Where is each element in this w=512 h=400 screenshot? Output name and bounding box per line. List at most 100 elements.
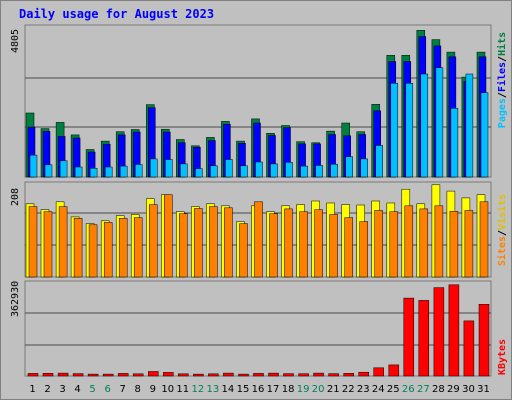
bar-pages-20 xyxy=(315,165,323,178)
legend-hits-item-0: Pages xyxy=(497,98,508,128)
bar-sites-12 xyxy=(194,208,203,278)
bar-kbytes-28 xyxy=(433,287,445,377)
legend-visits-item-2: Visits xyxy=(496,194,508,230)
bar-kbytes-27 xyxy=(418,300,430,377)
bar-sites-27 xyxy=(419,208,429,278)
bar-sites-23 xyxy=(359,221,368,278)
bar-pages-17 xyxy=(270,163,278,178)
x-tick-label-31: 31 xyxy=(477,384,490,395)
bar-sites-28 xyxy=(434,205,444,278)
bar-pages-10 xyxy=(165,159,173,178)
bar-kbytes-10 xyxy=(163,372,174,377)
bar-kbytes-3 xyxy=(57,372,69,377)
bar-kbytes-26 xyxy=(403,297,415,377)
legend-hits-item-2: Files xyxy=(496,62,508,92)
legend-hits-item-3: / xyxy=(497,56,508,62)
bar-pages-5 xyxy=(89,168,98,178)
x-tick-label-16: 16 xyxy=(252,384,265,395)
bar-pages-15 xyxy=(240,165,248,178)
bar-sites-19 xyxy=(299,211,308,278)
x-tick-label-18: 18 xyxy=(282,384,295,395)
bar-kbytes-19 xyxy=(298,373,309,377)
bar-kbytes-24 xyxy=(373,367,384,377)
bar-kbytes-6 xyxy=(102,373,114,377)
bar-kbytes-13 xyxy=(208,373,219,377)
bar-kbytes-25 xyxy=(388,364,400,377)
bar-sites-22 xyxy=(344,217,353,278)
bar-sites-30 xyxy=(464,210,474,278)
x-tick-label-2: 2 xyxy=(44,384,50,395)
y-max-label-visits: 208 xyxy=(10,188,21,206)
bar-pages-12 xyxy=(195,168,203,178)
bar-kbytes-29 xyxy=(448,284,460,377)
bar-pages-18 xyxy=(285,162,293,178)
legend-visits-item-0: Sites xyxy=(496,236,508,266)
bar-pages-2 xyxy=(44,164,53,178)
bar-sites-4 xyxy=(73,218,83,278)
bar-sites-7 xyxy=(118,218,128,278)
bar-pages-30 xyxy=(465,73,474,178)
bar-sites-1 xyxy=(28,206,38,278)
y-max-label-hits: 4805 xyxy=(10,29,21,53)
bar-sites-8 xyxy=(133,217,143,278)
y-max-label-kbytes: 362930 xyxy=(10,281,21,317)
x-tick-label-8: 8 xyxy=(135,384,141,395)
bar-kbytes-4 xyxy=(72,373,84,377)
legend-hits-item-1: / xyxy=(497,92,508,98)
x-tick-label-15: 15 xyxy=(237,384,250,395)
bar-pages-27 xyxy=(420,73,429,178)
legend-visits: Sites/Visits xyxy=(496,194,508,266)
x-tick-label-19: 19 xyxy=(297,384,310,395)
x-tick-label-6: 6 xyxy=(105,384,111,395)
bar-pages-26 xyxy=(405,83,414,178)
bar-pages-13 xyxy=(210,165,218,178)
x-tick-label-27: 27 xyxy=(417,384,430,395)
bar-kbytes-5 xyxy=(87,373,99,377)
bar-pages-29 xyxy=(450,108,459,178)
x-tick-label-28: 28 xyxy=(432,384,445,395)
bar-sites-15 xyxy=(239,223,248,278)
bar-sites-9 xyxy=(149,204,158,278)
bar-kbytes-21 xyxy=(328,373,339,377)
bar-pages-7 xyxy=(119,165,128,178)
bar-pages-23 xyxy=(360,158,368,178)
bar-pages-4 xyxy=(74,166,83,178)
x-tick-label-21: 21 xyxy=(327,384,340,395)
bar-pages-8 xyxy=(134,164,143,178)
bar-pages-11 xyxy=(180,163,188,178)
x-tick-label-11: 11 xyxy=(176,384,189,395)
x-tick-label-5: 5 xyxy=(89,384,95,395)
bar-sites-6 xyxy=(103,222,113,278)
bar-pages-28 xyxy=(435,67,444,178)
bar-pages-1 xyxy=(29,154,38,178)
x-tick-label-24: 24 xyxy=(372,384,385,395)
bar-sites-11 xyxy=(179,213,188,278)
bar-sites-2 xyxy=(43,211,53,278)
legend-kbytes-item-0: KBytes xyxy=(497,339,508,375)
bar-kbytes-14 xyxy=(223,372,234,377)
legend-hits: Pages/Files/Hits xyxy=(496,32,508,128)
bar-pages-16 xyxy=(255,161,263,178)
bar-pages-14 xyxy=(225,159,233,178)
bar-pages-21 xyxy=(330,163,338,178)
x-tick-label-12: 12 xyxy=(192,384,205,395)
bar-sites-24 xyxy=(374,210,383,278)
x-tick-label-23: 23 xyxy=(357,384,370,395)
bar-kbytes-9 xyxy=(148,371,159,377)
x-tick-label-14: 14 xyxy=(222,384,235,395)
x-tick-label-25: 25 xyxy=(387,384,400,395)
x-tick-label-10: 10 xyxy=(161,384,174,395)
x-tick-label-1: 1 xyxy=(29,384,35,395)
x-tick-label-4: 4 xyxy=(74,384,80,395)
bar-pages-3 xyxy=(59,160,68,178)
bar-sites-3 xyxy=(58,206,68,278)
bar-sites-26 xyxy=(404,205,414,278)
x-tick-label-17: 17 xyxy=(267,384,280,395)
x-tick-label-22: 22 xyxy=(342,384,355,395)
bar-kbytes-2 xyxy=(42,373,54,377)
bar-pages-19 xyxy=(300,165,308,178)
bar-kbytes-18 xyxy=(283,373,294,377)
bar-kbytes-7 xyxy=(117,373,129,377)
x-tick-label-13: 13 xyxy=(207,384,220,395)
